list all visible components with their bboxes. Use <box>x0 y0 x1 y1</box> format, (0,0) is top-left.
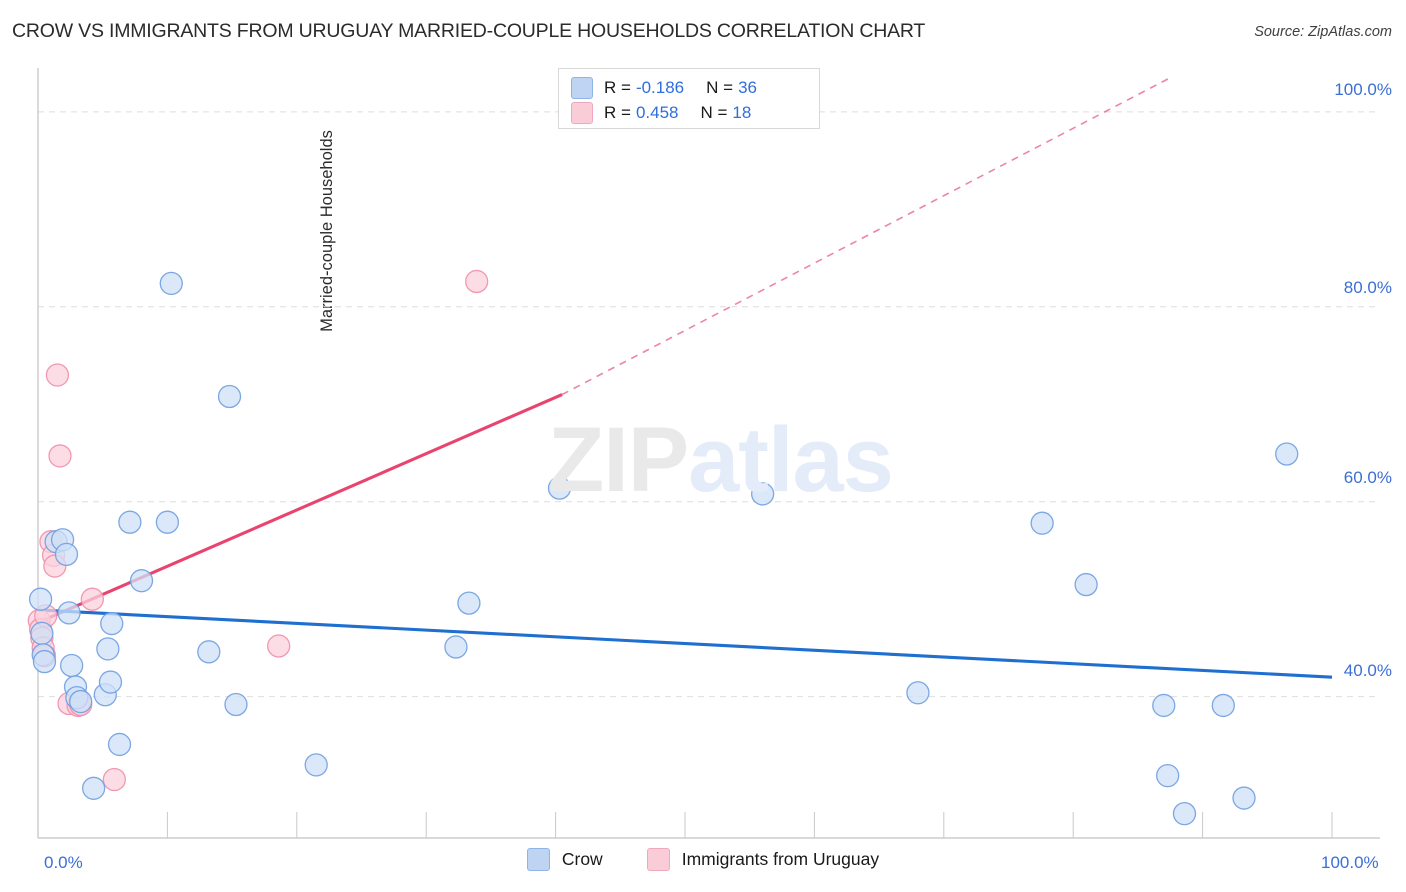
legend-r-label-crow: R = <box>604 77 631 97</box>
legend-n-label-uruguay: N = <box>700 102 728 122</box>
legend-n-value-uruguay: 18 <box>732 102 752 122</box>
data-point-crow[interactable] <box>224 692 248 717</box>
data-point-crow[interactable] <box>457 591 481 615</box>
data-point-crow[interactable] <box>96 637 120 661</box>
y-tick-100: 100.0% <box>1334 80 1392 99</box>
legend-n-label-crow: N = <box>706 77 734 97</box>
trend-line-crow <box>37 608 1333 679</box>
legend-row-uruguay: R = 0.458 N = 18 <box>571 100 809 125</box>
data-point-uruguay[interactable] <box>45 363 70 387</box>
data-point-crow[interactable] <box>98 670 123 694</box>
data-point-crow[interactable] <box>28 587 53 611</box>
data-point-crow[interactable] <box>1275 442 1299 466</box>
data-point-uruguay[interactable] <box>102 767 126 792</box>
series-swatch-uruguay <box>646 848 670 871</box>
x-tick-100: 100.0% <box>1321 853 1379 872</box>
data-point-crow[interactable] <box>54 542 79 567</box>
data-point-crow[interactable] <box>547 476 572 500</box>
series-legend-uruguay[interactable]: Immigrants from Uruguay <box>646 848 880 871</box>
legend-n-value-crow: 36 <box>738 77 757 97</box>
data-point-uruguay[interactable] <box>48 444 72 468</box>
data-point-crow[interactable] <box>217 384 242 409</box>
legend-r-value-crow: -0.186 <box>635 77 685 97</box>
series-label-uruguay: Immigrants from Uruguay <box>681 849 880 869</box>
data-point-crow[interactable] <box>30 621 54 645</box>
trend-line-uruguay <box>37 393 563 625</box>
y-tick-80: 80.0% <box>1343 278 1392 297</box>
data-point-crow[interactable] <box>1156 763 1180 788</box>
legend-r-value-uruguay: 0.458 <box>635 102 679 122</box>
data-point-crow[interactable] <box>750 482 775 506</box>
data-point-crow[interactable] <box>1172 801 1197 826</box>
data-point-crow[interactable] <box>59 653 84 678</box>
data-point-crow[interactable] <box>81 776 106 800</box>
data-point-crow[interactable] <box>155 510 180 534</box>
data-point-crow[interactable] <box>1232 786 1256 810</box>
data-point-crow[interactable] <box>1152 693 1176 718</box>
data-point-crow[interactable] <box>100 611 124 636</box>
data-point-crow[interactable] <box>32 649 57 674</box>
series-legend-crow[interactable]: Crow <box>526 848 603 871</box>
data-point-uruguay[interactable] <box>80 587 104 611</box>
data-point-crow[interactable] <box>159 271 183 296</box>
data-point-crow[interactable] <box>304 753 328 777</box>
y-tick-40: 40.0% <box>1343 661 1392 680</box>
page-title: CROW VS IMMIGRANTS FROM URUGUAY MARRIED-… <box>12 20 926 42</box>
correlation-legend: R = -0.186 N = 36 R = 0.458 N = 18 <box>558 68 820 129</box>
series-swatch-crow <box>526 848 550 871</box>
source-label: Source: ZipAtlas.com <box>1254 24 1392 40</box>
data-point-uruguay[interactable] <box>465 269 489 294</box>
y-tick-60: 60.0% <box>1343 468 1392 487</box>
data-point-crow[interactable] <box>1030 511 1054 535</box>
legend-row-crow: R = -0.186 N = 36 <box>571 75 809 100</box>
data-point-crow[interactable] <box>69 689 93 714</box>
data-point-crow[interactable] <box>444 635 468 659</box>
data-point-crow[interactable] <box>906 681 930 705</box>
legend-r-label-uruguay: R = <box>604 102 631 122</box>
data-point-crow[interactable] <box>1074 572 1098 597</box>
data-point-crow[interactable] <box>1211 693 1235 718</box>
x-tick-0: 0.0% <box>44 853 83 872</box>
data-point-crow[interactable] <box>129 569 154 593</box>
data-point-crow[interactable] <box>197 640 221 664</box>
legend-swatch-crow <box>571 76 593 99</box>
series-label-crow: Crow <box>561 849 603 869</box>
data-point-crow[interactable] <box>107 732 132 757</box>
data-point-uruguay[interactable] <box>267 634 291 658</box>
series-legend: Crow Immigrants from Uruguay <box>0 848 1406 871</box>
data-point-crow[interactable] <box>57 601 81 625</box>
trend-line-uruguay-extrapolated <box>561 77 1171 396</box>
data-point-crow[interactable] <box>118 510 142 534</box>
legend-swatch-uruguay <box>571 101 593 124</box>
